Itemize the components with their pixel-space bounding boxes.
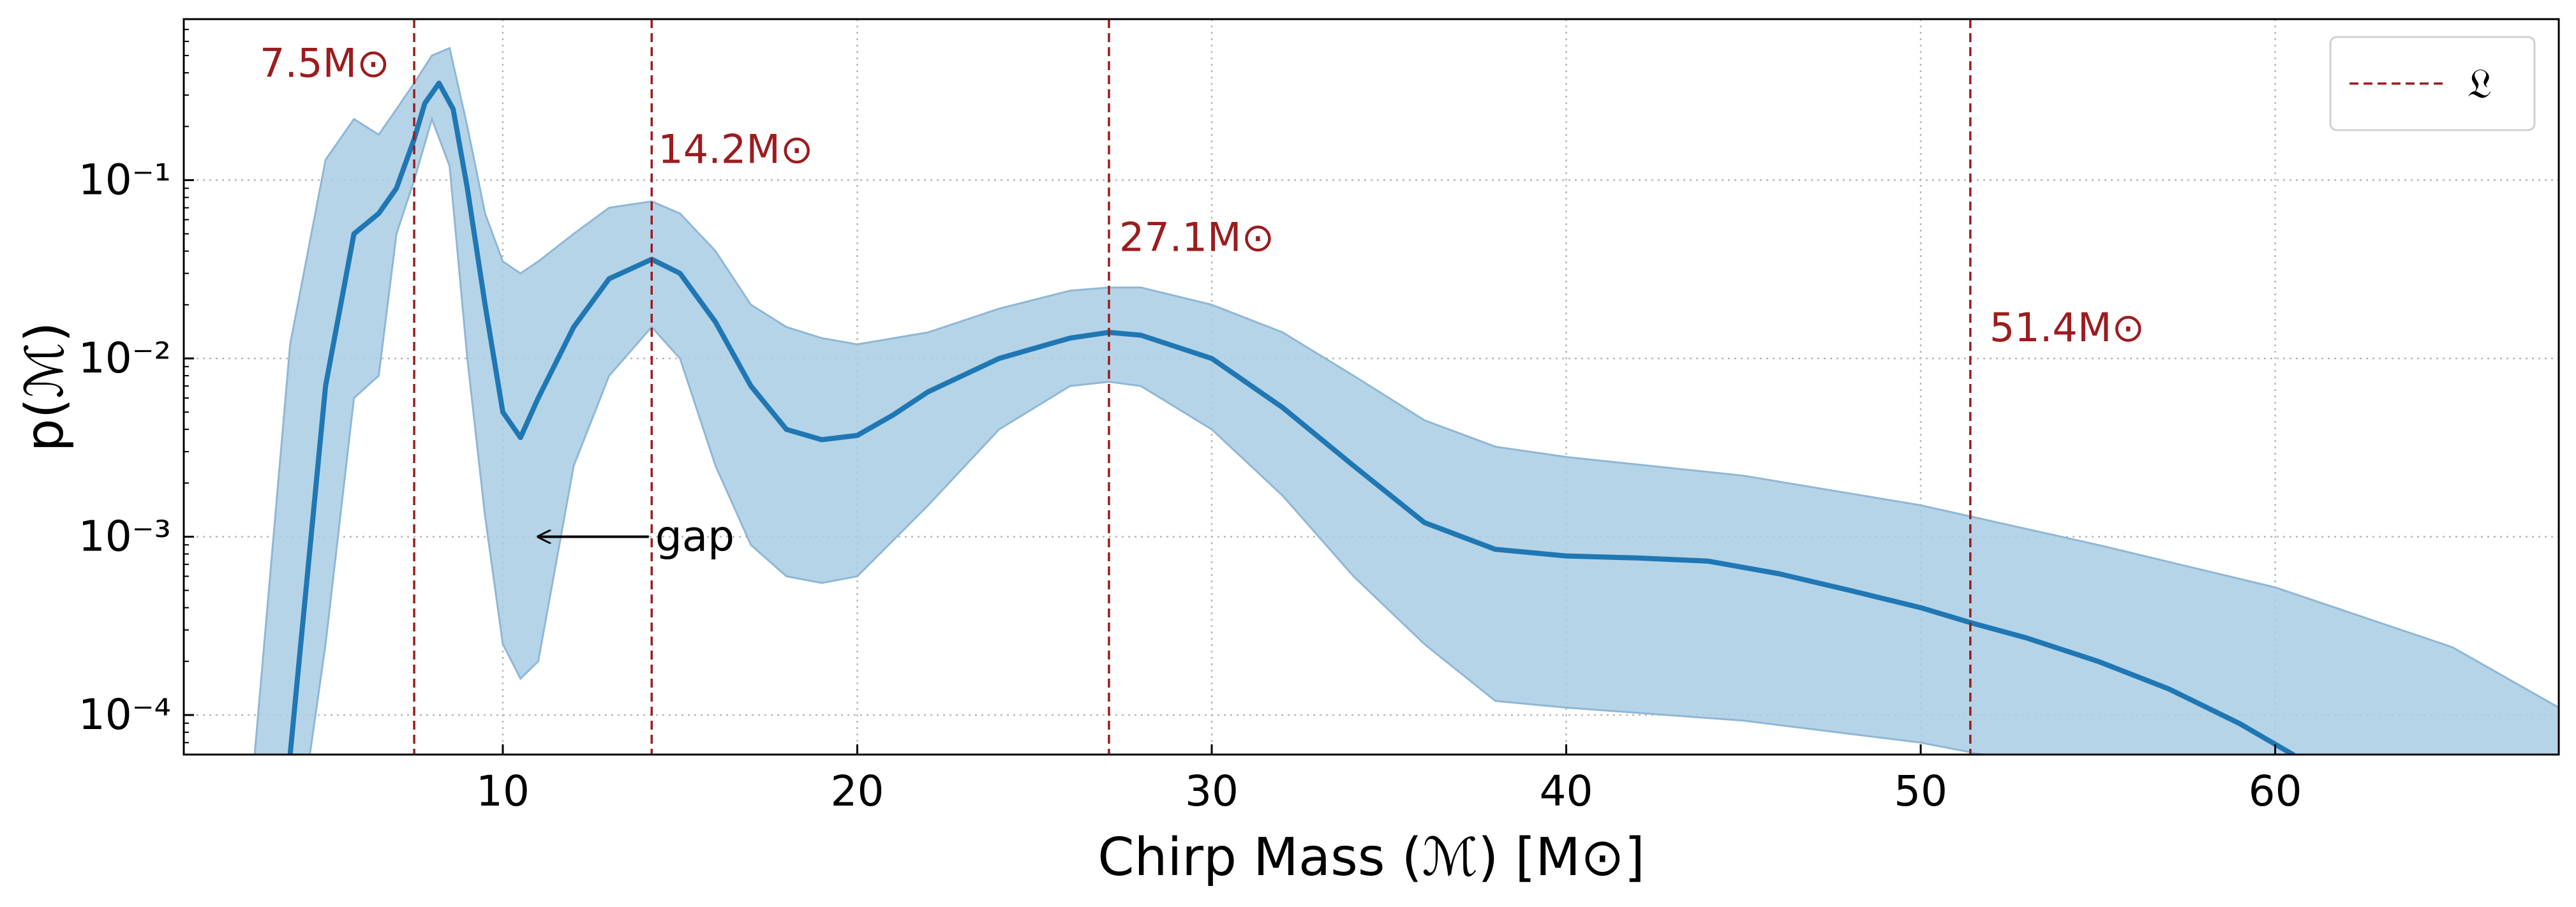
y-axis-title: p(ℳ): [15, 322, 75, 452]
x-axis-title: Chirp Mass (ℳ) [M⊙]: [1098, 827, 1645, 888]
y-tick-label: 10⁻¹: [78, 155, 171, 204]
legend-label: 𝔏: [2468, 61, 2492, 108]
vline-layer: 7.5M⊙ 14.2M⊙ 27.1M⊙ 51.4M⊙: [260, 19, 2145, 755]
confidence-band: [253, 47, 2559, 755]
x-tick-label: 50: [1894, 767, 1947, 816]
x-tick-label: 20: [831, 767, 884, 816]
gap-annotation: gap: [655, 512, 734, 561]
x-tick-label: 10: [476, 767, 530, 816]
line-layer: [287, 80, 2296, 755]
vline-label-2: 14.2M⊙: [658, 126, 814, 172]
annotation-layer: gap: [539, 512, 734, 561]
x-tick-label: 60: [2249, 767, 2302, 816]
legend-box: [2329, 36, 2536, 131]
legend: 𝔏: [2329, 36, 2536, 131]
vline-label-4: 51.4M⊙: [1990, 304, 2145, 351]
y-tick-label: 10⁻²: [78, 334, 171, 383]
x-tick-label: 30: [1185, 767, 1239, 816]
tick-layer: 10 20 30 40 50 60 10⁻⁴ 10⁻³ 10⁻² 10⁻¹: [78, 18, 2302, 816]
y-tick-label: 10⁻³: [78, 512, 171, 561]
vline-label-3: 27.1M⊙: [1119, 214, 1275, 261]
plot-frame: [182, 18, 2560, 756]
band-layer: [253, 47, 2559, 755]
median-line: [287, 80, 2296, 755]
y-tick-label: 10⁻⁴: [78, 690, 171, 739]
x-tick-label: 40: [1540, 767, 1593, 816]
vline-label-1: 7.5M⊙: [260, 40, 390, 86]
